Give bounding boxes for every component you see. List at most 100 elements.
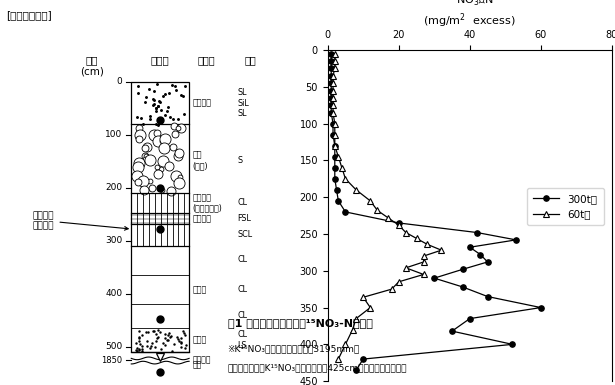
Text: ロ－ム: ロ－ム bbox=[193, 285, 207, 294]
60t区 bbox=[342, 176, 349, 181]
60t区 bbox=[331, 66, 338, 71]
300t区 bbox=[328, 81, 335, 85]
Text: 土壌溶液
採取位置: 土壌溶液 採取位置 bbox=[33, 211, 128, 230]
300t区 bbox=[328, 88, 335, 93]
Text: ボラ
(軽石): ボラ (軽石) bbox=[193, 151, 208, 170]
60t区 bbox=[335, 154, 342, 159]
Text: シラス: シラス bbox=[193, 335, 207, 344]
300t区 bbox=[328, 74, 335, 78]
300t区 bbox=[360, 357, 367, 362]
60t区 bbox=[374, 208, 381, 213]
Line: 60t区: 60t区 bbox=[330, 50, 445, 363]
Text: CL: CL bbox=[237, 198, 248, 207]
300t区 bbox=[328, 103, 335, 107]
Text: CL: CL bbox=[237, 285, 248, 294]
60t区 bbox=[367, 199, 374, 203]
Text: S: S bbox=[237, 156, 243, 165]
300t区 bbox=[331, 166, 338, 170]
Text: 図1 土壌断面および土壌¹⁵NO₃-N含有量: 図1 土壌断面および土壌¹⁵NO₃-N含有量 bbox=[228, 318, 373, 328]
60t区 bbox=[331, 132, 338, 137]
300t区 bbox=[335, 199, 342, 203]
300t区 bbox=[352, 368, 360, 372]
Line: 300t区: 300t区 bbox=[328, 51, 544, 373]
Text: 土性: 土性 bbox=[244, 55, 256, 65]
60t区 bbox=[395, 280, 402, 284]
300t区 bbox=[331, 176, 338, 181]
Text: CL: CL bbox=[237, 311, 248, 320]
300t区 bbox=[328, 66, 335, 71]
300t区 bbox=[477, 252, 484, 257]
60t区 bbox=[420, 254, 427, 258]
60t区 bbox=[413, 236, 420, 241]
Text: 300: 300 bbox=[105, 236, 122, 245]
300t区 bbox=[484, 294, 491, 299]
60t区 bbox=[420, 259, 427, 264]
Text: 土柱図: 土柱図 bbox=[151, 55, 170, 65]
60t区 bbox=[342, 342, 349, 346]
Text: FSL: FSL bbox=[237, 214, 252, 223]
Text: SL
SiL
SL: SL SiL SL bbox=[237, 88, 249, 118]
Text: SCL: SCL bbox=[237, 230, 253, 239]
Text: 200: 200 bbox=[105, 183, 122, 192]
300t区 bbox=[466, 316, 474, 321]
300t区 bbox=[329, 132, 336, 137]
Text: ※K¹⁵NO₃施用後の積算降水量3195mm。: ※K¹⁵NO₃施用後の積算降水量3195mm。 bbox=[228, 345, 360, 353]
300t区 bbox=[459, 267, 466, 272]
60t区 bbox=[384, 216, 392, 220]
300t区 bbox=[342, 209, 349, 214]
Text: 500: 500 bbox=[105, 342, 122, 351]
Text: CL
LS: CL LS bbox=[237, 330, 248, 350]
Text: 層位名: 層位名 bbox=[197, 55, 215, 65]
300t区 bbox=[537, 305, 544, 310]
60t区 bbox=[329, 88, 336, 93]
300t区 bbox=[328, 52, 335, 56]
300t区 bbox=[430, 276, 438, 280]
60t区 bbox=[438, 248, 445, 253]
60t区 bbox=[352, 187, 360, 192]
60t区 bbox=[331, 59, 338, 64]
300t区 bbox=[448, 329, 456, 333]
60t区 bbox=[352, 316, 360, 321]
300t区 bbox=[509, 342, 516, 346]
300t区 bbox=[328, 59, 335, 64]
300t区 bbox=[333, 187, 340, 192]
60t区 bbox=[329, 74, 336, 78]
60t区 bbox=[331, 143, 338, 148]
Text: クロニガ
(埋没腐植層): クロニガ (埋没腐植層) bbox=[193, 193, 223, 212]
60t区 bbox=[331, 121, 338, 126]
60t区 bbox=[331, 52, 338, 56]
300t区 bbox=[328, 95, 335, 100]
60t区 bbox=[329, 81, 336, 85]
Text: 地下水面: 地下水面 bbox=[193, 355, 212, 364]
300t区 bbox=[466, 245, 474, 249]
Text: クロボク: クロボク bbox=[193, 99, 212, 107]
300t区 bbox=[512, 238, 520, 242]
300t区 bbox=[473, 230, 480, 235]
60t区 bbox=[402, 230, 410, 235]
Text: 0: 0 bbox=[117, 77, 122, 86]
300t区 bbox=[331, 143, 338, 148]
Text: CL: CL bbox=[237, 255, 248, 264]
300t区 bbox=[459, 285, 466, 289]
300t区 bbox=[484, 259, 491, 264]
300t区 bbox=[331, 154, 338, 159]
Bar bbox=[131, 82, 189, 352]
Text: アカホヤ: アカホヤ bbox=[193, 214, 212, 223]
60t区 bbox=[329, 110, 336, 115]
Text: 井戸の位置はK¹⁵NO₃施用位置から425cm離れた地点にある。: 井戸の位置はK¹⁵NO₃施用位置から425cm離れた地点にある。 bbox=[228, 364, 407, 373]
60t区 bbox=[388, 287, 395, 291]
60t区 bbox=[402, 266, 410, 270]
60t区 bbox=[349, 327, 356, 332]
60t区 bbox=[360, 295, 367, 300]
Text: [具体的データ]: [具体的データ] bbox=[6, 10, 52, 20]
60t区 bbox=[424, 242, 431, 247]
60t区 bbox=[395, 223, 402, 228]
300t区 bbox=[328, 110, 335, 115]
60t区 bbox=[420, 272, 427, 277]
Legend: 300t区, 60t区: 300t区, 60t区 bbox=[527, 188, 604, 225]
60t区 bbox=[338, 166, 346, 170]
Title: $^{15}$NO$_3$－N
(mg/m$^2$  excess): $^{15}$NO$_3$－N (mg/m$^2$ excess) bbox=[424, 0, 516, 30]
60t区 bbox=[335, 357, 342, 362]
60t区 bbox=[329, 95, 336, 100]
Text: 深さ
(cm): 深さ (cm) bbox=[80, 55, 104, 77]
